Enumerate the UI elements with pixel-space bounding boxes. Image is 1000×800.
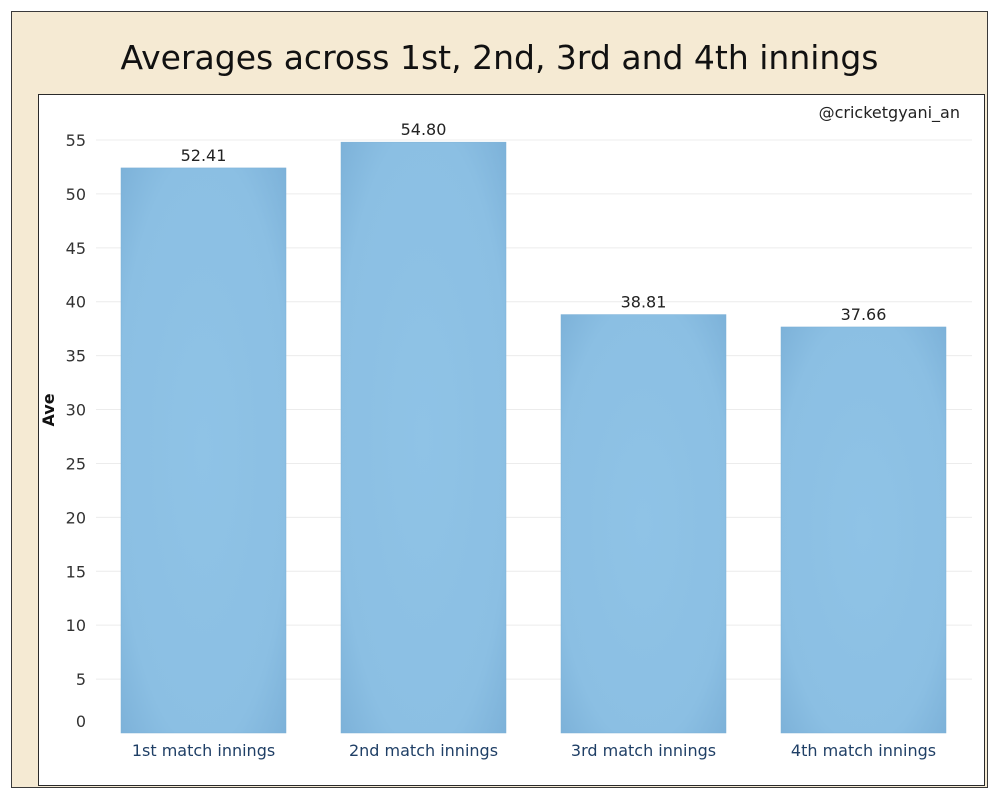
bar-2 — [340, 141, 507, 734]
y-tick-label: 0 — [76, 712, 86, 731]
y-axis-ticks: 0 5 10 15 20 25 30 35 40 45 50 55 — [66, 131, 86, 731]
x-tick-label-4: 4th match innings — [791, 741, 936, 760]
x-tick-label-1: 1st match innings — [132, 741, 275, 760]
x-tick-label-3: 3rd match innings — [571, 741, 716, 760]
data-label-2: 54.80 — [401, 120, 447, 139]
y-tick-label: 25 — [66, 454, 86, 473]
data-labels: 52.41 54.80 38.81 37.66 — [181, 120, 887, 324]
y-tick-label: 45 — [66, 239, 86, 258]
chart-title: Averages across 1st, 2nd, 3rd and 4th in… — [120, 38, 879, 77]
bar-4 — [780, 326, 947, 734]
y-tick-label: 15 — [66, 562, 86, 581]
y-tick-label: 35 — [66, 347, 86, 366]
bar-3 — [560, 314, 727, 734]
y-tick-label: 40 — [66, 293, 86, 312]
y-axis-label: Ave — [39, 393, 58, 426]
data-label-4: 37.66 — [841, 305, 887, 324]
data-label-3: 38.81 — [621, 293, 667, 312]
y-tick-label: 20 — [66, 508, 86, 527]
x-tick-label-2: 2nd match innings — [349, 741, 498, 760]
data-label-1: 52.41 — [181, 146, 227, 165]
watermark-handle: @cricketgyani_an — [819, 103, 960, 123]
bars — [120, 141, 947, 734]
x-axis-ticks: 1st match innings 2nd match innings 3rd ma… — [132, 741, 936, 760]
bar-1 — [120, 167, 287, 734]
y-tick-label: 5 — [76, 670, 86, 689]
y-tick-label: 50 — [66, 185, 86, 204]
y-tick-label: 30 — [66, 401, 86, 420]
y-tick-label: 55 — [66, 131, 86, 150]
y-tick-label: 10 — [66, 616, 86, 635]
